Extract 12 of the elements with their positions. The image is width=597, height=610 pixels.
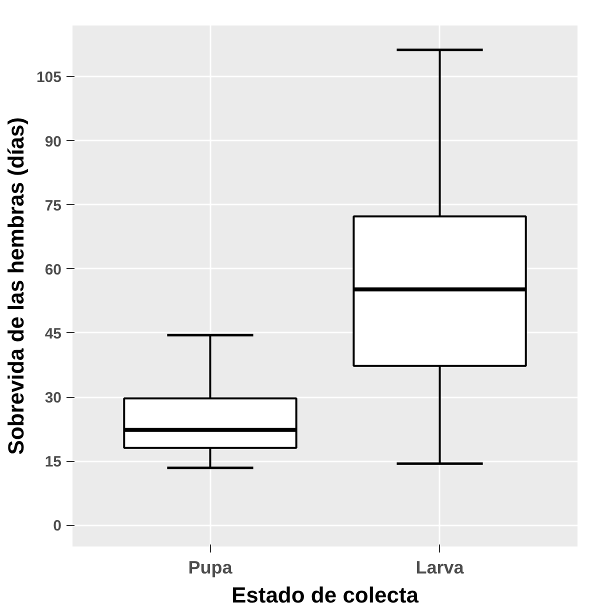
y-tick-label: 105	[36, 69, 62, 86]
y-tick-label: 90	[44, 133, 62, 150]
y-tick-label: 15	[44, 454, 62, 471]
y-tick-label: 30	[44, 390, 62, 407]
y-tick-label: 45	[44, 325, 62, 342]
y-tick-label: 0	[53, 518, 62, 535]
y-tick-label: 60	[44, 261, 62, 278]
x-tick-label: Pupa	[188, 558, 234, 578]
y-tick-label: 75	[44, 197, 62, 214]
y-axis-title: Sobrevida de las hembras (días)	[3, 117, 28, 455]
x-axis-title: Estado de colecta	[231, 582, 420, 608]
x-tick-label: Larva	[416, 558, 465, 578]
